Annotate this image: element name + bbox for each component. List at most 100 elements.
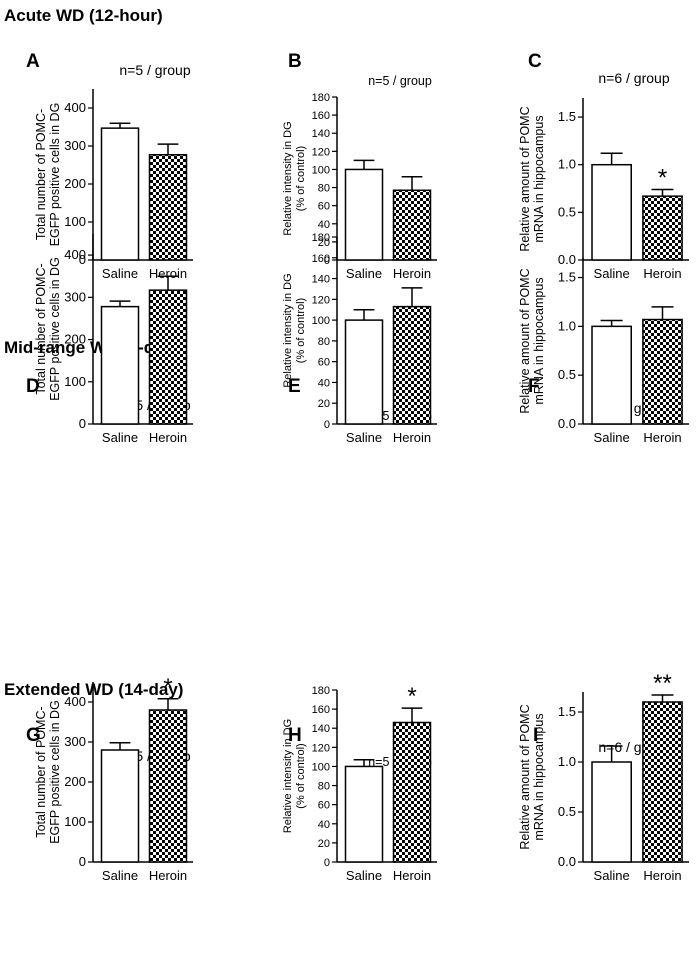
bar-saline <box>344 765 384 863</box>
significance-marker: ** <box>653 670 672 697</box>
y-tick-label: 160 <box>312 704 330 716</box>
panel-letter: I <box>533 725 538 746</box>
y-axis-label-line-2: mRNA in hippocampus <box>532 713 546 840</box>
y-tick-label: 80 <box>318 781 330 793</box>
x-category-label: Saline <box>346 266 382 281</box>
group-size-note: n=5 / group <box>119 62 190 78</box>
x-category-label: Saline <box>346 868 382 883</box>
y-tick-label: 160 <box>312 110 330 122</box>
y-tick-label: 0.5 <box>558 804 576 819</box>
panel-e: En=5 / group020406080100120140160180Rela… <box>282 232 437 445</box>
y-axis-label: Total number of POMC-EGFP positive cells… <box>34 700 62 844</box>
y-tick-label: 0 <box>324 255 330 267</box>
y-tick-label: 1.0 <box>558 318 576 333</box>
significance-marker: * <box>658 164 667 191</box>
y-tick-label: 140 <box>312 274 330 286</box>
bar-saline <box>100 749 140 863</box>
x-category-label: Saline <box>594 430 630 445</box>
x-category-label: Saline <box>102 430 138 445</box>
group-size-note: n=6 / group <box>598 70 669 86</box>
panel-letter: E <box>288 376 301 397</box>
y-tick-label: 1.0 <box>558 157 576 172</box>
panel-letter: C <box>528 51 542 72</box>
bar-saline <box>591 163 632 261</box>
y-tick-label: 180 <box>312 232 330 244</box>
y-tick-label: 200 <box>64 176 86 191</box>
bar-heroin <box>642 318 683 425</box>
bar-heroin <box>392 189 432 261</box>
y-axis-label-line-1: Relative intensity in DG <box>282 273 294 387</box>
y-tick-label: 300 <box>64 734 86 749</box>
y-tick-label: 100 <box>312 315 330 327</box>
y-tick-label: 60 <box>318 357 330 369</box>
panel-letter: D <box>26 376 40 397</box>
y-axis-label-line-1: Total number of POMC- <box>34 109 48 240</box>
y-tick-label: 100 <box>64 814 86 829</box>
y-tick-label: 200 <box>64 332 86 347</box>
bar-heroin <box>642 701 683 863</box>
bar-saline <box>591 761 632 863</box>
y-tick-label: 20 <box>318 237 330 249</box>
panel-letter: H <box>288 725 302 746</box>
y-tick-label: 20 <box>318 838 330 850</box>
x-category-label: Heroin <box>149 266 187 281</box>
y-tick-label: 300 <box>64 289 86 304</box>
panel-h: Hn=5 / group020406080100120140160180Rela… <box>282 683 437 883</box>
y-tick-label: 80 <box>318 183 330 195</box>
y-tick-label: 0 <box>79 416 86 431</box>
y-tick-label: 0.5 <box>558 204 576 219</box>
y-tick-label: 40 <box>318 819 330 831</box>
y-axis-label-line-1: Relative intensity in DG <box>282 719 294 833</box>
significance-marker: * <box>407 683 416 710</box>
y-tick-label: 400 <box>64 694 86 709</box>
x-category-label: Saline <box>594 868 630 883</box>
y-tick-label: 40 <box>318 219 330 231</box>
bar-heroin <box>392 305 432 425</box>
y-tick-label: 60 <box>318 800 330 812</box>
y-tick-label: 180 <box>312 92 330 104</box>
y-axis-label: Relative intensity in DG(% of control) <box>282 273 307 387</box>
panel-b: Bn=5 / group 0 20 40 60 80 100 120 140 160 180 Rela… <box>282 51 437 281</box>
y-tick-label: 140 <box>312 128 330 140</box>
y-tick-label: 40 <box>318 377 330 389</box>
bar-heroin <box>392 721 432 863</box>
x-category-label: Heroin <box>393 868 431 883</box>
y-tick-label: 300 <box>64 138 86 153</box>
bar-saline <box>344 168 384 261</box>
section-title-acute: Acute WD (12-hour) <box>4 6 163 25</box>
panel-letter: F <box>528 376 540 397</box>
x-category-label: Heroin <box>643 430 681 445</box>
y-tick-label: 0.5 <box>558 367 576 382</box>
x-category-label: Heroin <box>643 266 681 281</box>
y-axis-label-line-1: Total number of POMC- <box>34 263 48 394</box>
y-axis-label-line-2: (% of control) <box>295 146 307 211</box>
panel-letter: G <box>26 725 41 746</box>
x-category-label: Heroin <box>149 430 187 445</box>
bar-saline <box>100 305 140 425</box>
y-tick-label: 100 <box>312 761 330 773</box>
bar-heroin <box>642 195 683 261</box>
y-tick-label: 0.0 <box>558 854 576 869</box>
x-category-label: Heroin <box>149 868 187 883</box>
y-axis-label: Total number of POMC-EGFP positive cells… <box>34 257 62 401</box>
y-tick-label: 180 <box>312 685 330 697</box>
y-tick-label: 100 <box>64 374 86 389</box>
y-axis-label: Relative amount of POMCmRNA in hippocamp… <box>518 704 546 849</box>
y-tick-label: 400 <box>64 100 86 115</box>
y-axis-label-line-2: EGFP positive cells in DG <box>48 700 62 844</box>
y-tick-label: 200 <box>64 774 86 789</box>
bar-saline <box>591 325 632 425</box>
y-tick-label: 120 <box>312 294 330 306</box>
y-tick-label: 100 <box>64 214 86 229</box>
y-tick-label: 0.0 <box>558 416 576 431</box>
y-axis-label-line-2: mRNA in hippocampus <box>532 277 546 404</box>
y-tick-label: 20 <box>318 398 330 410</box>
y-tick-label: 0.0 <box>558 252 576 267</box>
significance-marker: * <box>163 674 172 701</box>
